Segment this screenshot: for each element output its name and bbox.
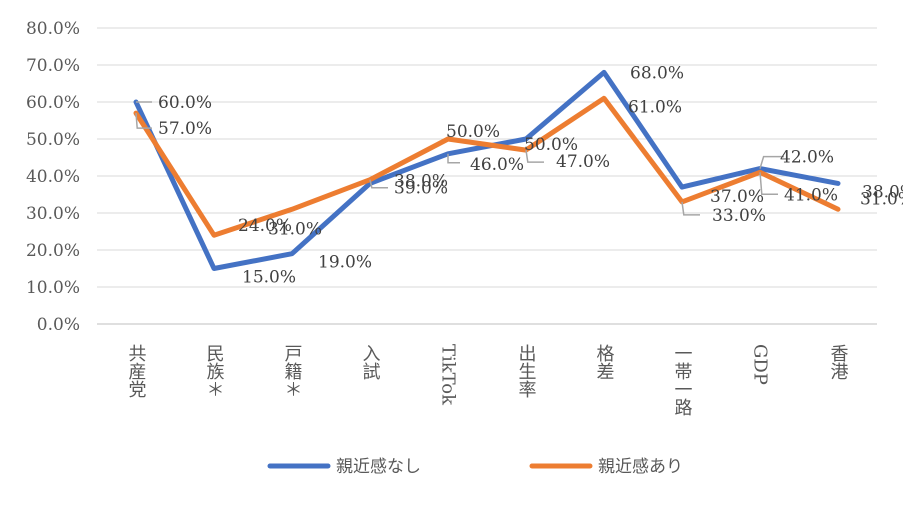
data-labels: 60.0%15.0%19.0%38.0%46.0%50.0%68.0%37.0%… xyxy=(158,63,903,287)
legend-label-1: 親近感なし xyxy=(336,457,421,477)
y-axis: 0.0% 10.0% 20.0% 30.0% 40.0% 50.0% 60.0% 70.0% 8… xyxy=(26,19,80,335)
x-tick-label: GDP xyxy=(750,344,771,385)
y-tick-label: 60.0% xyxy=(26,93,80,113)
x-tick-label: TikTok xyxy=(438,344,459,406)
data-label: 60.0% xyxy=(158,93,212,113)
leader-line xyxy=(759,172,778,196)
leader-line xyxy=(759,155,784,169)
data-label: 37.0% xyxy=(710,187,764,207)
legend-label-2: 親近感あり xyxy=(598,457,683,477)
x-tick-label: 香港 xyxy=(828,344,849,380)
x-tick-label: 共産党 xyxy=(126,344,147,398)
data-label: 19.0% xyxy=(318,253,372,273)
data-label: 42.0% xyxy=(780,148,834,168)
data-label: 38.0% xyxy=(394,171,448,191)
data-label: 68.0% xyxy=(630,63,684,83)
x-tick-label: 入試 xyxy=(360,344,381,380)
x-tick-label: 格差 xyxy=(594,344,615,380)
data-label: 57.0% xyxy=(158,119,212,139)
y-tick-label: 70.0% xyxy=(26,56,80,76)
leader-line xyxy=(681,201,700,216)
gridlines xyxy=(97,27,877,325)
series-line-2 xyxy=(133,95,841,238)
y-tick-label: 40.0% xyxy=(26,167,80,187)
x-tick-label: 戸籍＊ xyxy=(282,344,303,398)
x-tick-label: 出生率 xyxy=(516,344,537,398)
y-tick-label: 80.0% xyxy=(26,19,80,39)
x-tick-label: 一帯一路 xyxy=(672,344,693,416)
leader-line xyxy=(135,113,152,129)
leader-line xyxy=(369,179,388,189)
data-label: 47.0% xyxy=(556,152,610,172)
data-label: 41.0% xyxy=(784,185,838,205)
leader-lines xyxy=(135,101,784,216)
data-label: 15.0% xyxy=(242,268,296,288)
legend: 親近感なし 親近感あり xyxy=(267,457,683,477)
data-label: 24.0% xyxy=(238,216,292,236)
data-label: 31.0% xyxy=(268,219,322,239)
x-tick-label: 民族＊ xyxy=(204,344,225,398)
leader-line xyxy=(447,153,460,164)
data-label: 61.0% xyxy=(628,97,682,117)
y-tick-label: 20.0% xyxy=(26,241,80,261)
data-label: 46.0% xyxy=(470,155,524,175)
data-label: 33.0% xyxy=(712,206,766,226)
data-label: 50.0% xyxy=(446,122,500,142)
y-tick-label: 0.0% xyxy=(37,315,80,335)
y-tick-label: 10.0% xyxy=(26,278,80,298)
series-lines xyxy=(133,69,841,271)
y-tick-label: 50.0% xyxy=(26,130,80,150)
x-axis: 共産党 民族＊ 戸籍＊ 入試 TikTok 出生率 格差 一帯一路 GDP 香港 xyxy=(126,344,849,416)
data-label: 39.0% xyxy=(394,179,448,199)
data-label: 31.0% xyxy=(860,189,903,209)
y-tick-label: 30.0% xyxy=(26,204,80,224)
data-label: 50.0% xyxy=(524,135,578,155)
data-label: 38.0% xyxy=(862,182,903,202)
leader-line xyxy=(525,149,544,163)
